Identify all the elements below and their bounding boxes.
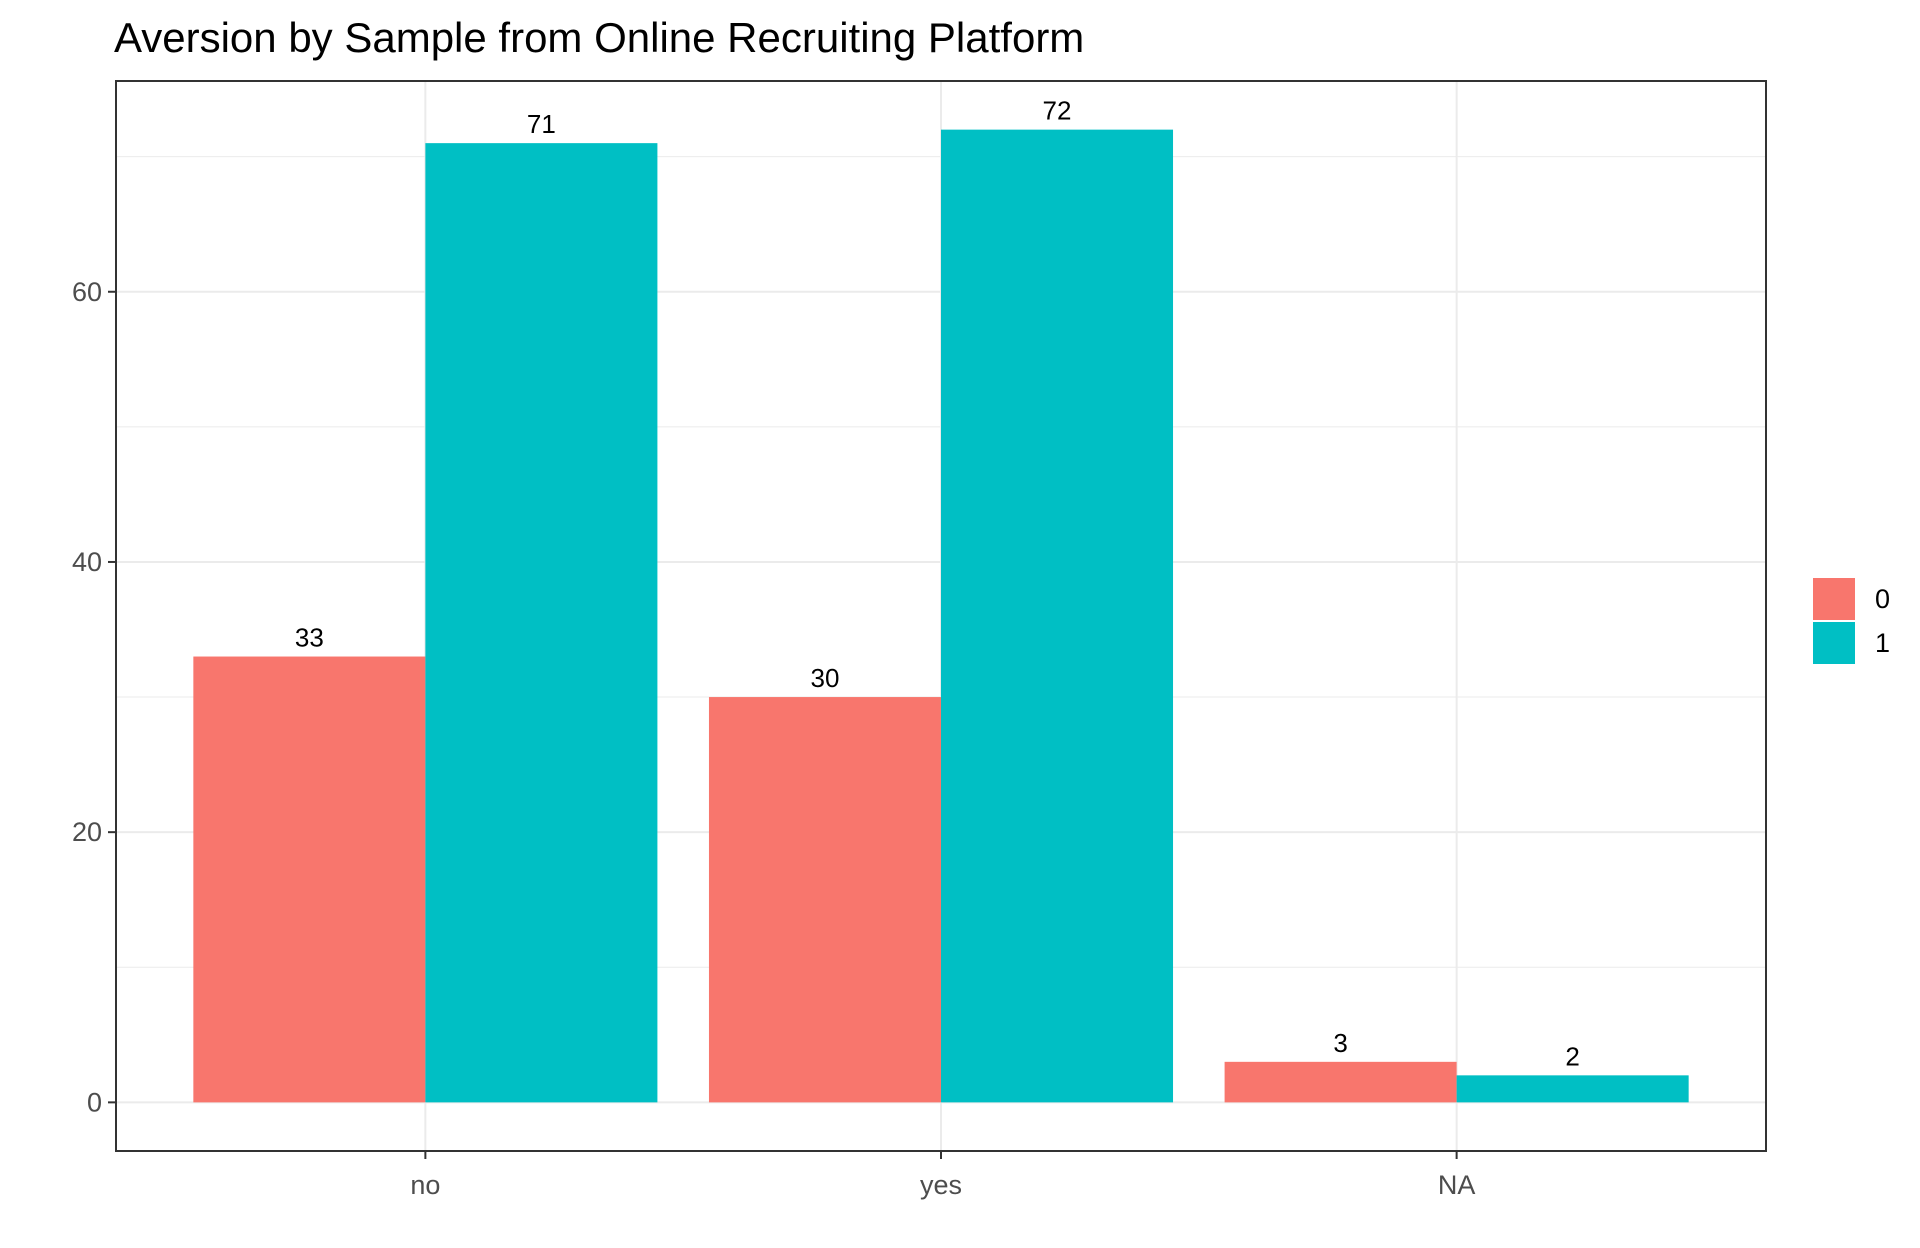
bar-yes-series-0 (708, 697, 941, 1103)
bar-yes-series-1 (941, 129, 1174, 1103)
bar-value-label: 72 (1043, 96, 1072, 126)
axes: 0 20 40 60 no yes NA (72, 277, 1475, 1200)
bar-value-label: 3 (1333, 1028, 1347, 1058)
bar-NA-series-1 (1456, 1075, 1689, 1103)
chart-title: Aversion by Sample from Online Recruitin… (114, 14, 1084, 61)
bar-value-labels: 33 71 30 72 3 2 (295, 96, 1580, 1072)
y-tick-label: 20 (72, 817, 102, 847)
bar-no-series-1 (425, 143, 658, 1103)
bar-no-series-0 (193, 656, 426, 1103)
bar-NA-series-0 (1224, 1061, 1457, 1103)
legend: 01 (1813, 578, 1890, 664)
bar-value-label: 33 (295, 623, 324, 653)
bar-value-label: 30 (811, 663, 840, 693)
x-tick-label: no (410, 1170, 440, 1200)
legend-key-series-0 (1813, 578, 1855, 620)
y-tick-label: 0 (87, 1087, 102, 1117)
x-tick-label: NA (1438, 1170, 1476, 1200)
legend-key-series-1 (1813, 622, 1855, 664)
x-tick-label: yes (920, 1170, 962, 1200)
y-tick-label: 40 (72, 547, 102, 577)
bars (193, 129, 1689, 1103)
legend-label-series-1: 1 (1875, 628, 1890, 658)
bar-value-label: 2 (1565, 1041, 1579, 1071)
bar-value-label: 71 (527, 109, 556, 139)
y-tick-label: 60 (72, 277, 102, 307)
legend-label-series-0: 0 (1875, 584, 1890, 614)
